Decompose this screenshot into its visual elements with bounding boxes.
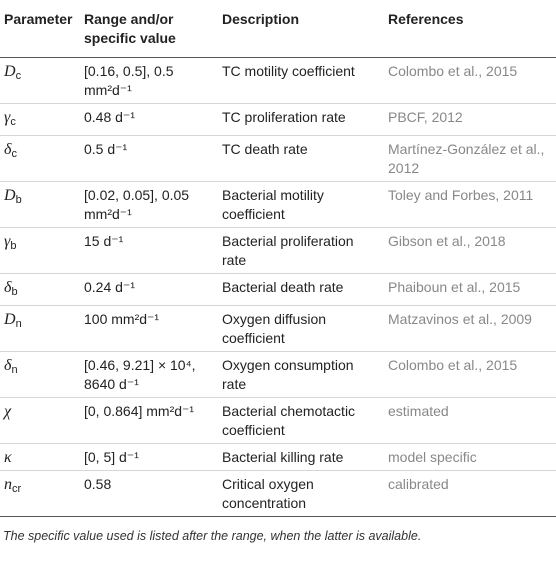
parameter-subscript: n xyxy=(11,364,18,376)
footnote: The specific value used is listed after … xyxy=(3,529,422,543)
parameter-symbol: χ xyxy=(4,403,12,420)
description-cell: TC proliferation rate xyxy=(218,103,384,136)
parameter-cell: Dc xyxy=(0,57,80,104)
description-cell: Bacterial proliferation rate xyxy=(218,227,384,274)
parameter-symbol: δc xyxy=(4,141,17,160)
range-cell: 0.5 d⁻¹ xyxy=(80,135,218,182)
column-header: Range and/or specific value xyxy=(80,4,218,58)
description-cell: Critical oxygen concentration xyxy=(218,470,384,517)
parameter-symbol: Dn xyxy=(4,311,22,330)
description-cell: Oxygen diffusion coefficient xyxy=(218,305,384,352)
parameter-symbol: ncr xyxy=(4,476,22,495)
table-row: δc 0.5 d⁻¹ TC death rate Martínez-González … xyxy=(0,135,556,182)
reference-cell: Colombo et al., 2015 xyxy=(384,351,556,398)
reference-cell: PBCF, 2012 xyxy=(384,103,556,136)
parameter-subscript: b xyxy=(10,240,17,252)
parameter-subscript: b xyxy=(11,286,18,298)
header-row: Parameter Range and/or specific value Desc… xyxy=(0,4,556,58)
parameter-cell: δc xyxy=(0,135,80,182)
parameter-subscript: b xyxy=(15,194,22,206)
reference-cell: estimated xyxy=(384,397,556,444)
description-cell: Oxygen consumption rate xyxy=(218,351,384,398)
parameter-cell: Dn xyxy=(0,305,80,352)
description-cell: TC motility coefficient xyxy=(218,57,384,104)
range-cell: 0.58 xyxy=(80,470,218,517)
parameter-symbol: δb xyxy=(4,279,18,298)
parameter-table: Parameter Range and/or specific value Desc… xyxy=(0,4,556,517)
range-cell: 15 d⁻¹ xyxy=(80,227,218,274)
parameter-cell: δn xyxy=(0,351,80,398)
reference-cell: Phaiboun et al., 2015 xyxy=(384,273,556,306)
table-row: Db [0.02, 0.05], 0.05 mm²d⁻¹ Bacterial mot… xyxy=(0,181,556,228)
range-cell: 0.48 d⁻¹ xyxy=(80,103,218,136)
reference-cell: Martínez-González et al., 2012 xyxy=(384,135,556,182)
range-cell: 0.24 d⁻¹ xyxy=(80,273,218,306)
description-cell: Bacterial motility coefficient xyxy=(218,181,384,228)
table-row: γc 0.48 d⁻¹ TC proliferation rate PBCF, 201… xyxy=(0,103,556,136)
reference-cell: Toley and Forbes, 2011 xyxy=(384,181,556,228)
column-header: Description xyxy=(218,4,384,58)
reference-cell: calibrated xyxy=(384,470,556,517)
range-cell: 100 mm²d⁻¹ xyxy=(80,305,218,352)
table-row: Dn 100 mm²d⁻¹ Oxygen diffusion coefficient… xyxy=(0,305,556,352)
parameter-symbol: Db xyxy=(4,187,22,206)
reference-cell: model specific xyxy=(384,443,556,471)
parameter-subscript: c xyxy=(11,148,17,160)
parameter-cell: ncr xyxy=(0,470,80,517)
parameter-subscript: cr xyxy=(12,483,22,495)
range-cell: [0.46, 9.21] × 10⁴, 8640 d⁻¹ xyxy=(80,351,218,398)
table-row: χ [0, 0.864] mm²d⁻¹ Bacterial chemotactic … xyxy=(0,397,556,444)
parameter-symbol: γc xyxy=(4,109,16,128)
parameter-symbol: γb xyxy=(4,233,17,252)
parameter-subscript: c xyxy=(10,116,16,128)
parameter-cell: γc xyxy=(0,103,80,136)
parameter-cell: κ xyxy=(0,443,80,471)
parameter-subscript: n xyxy=(15,318,22,330)
table-row: Dc [0.16, 0.5], 0.5 mm²d⁻¹ TC motility coe… xyxy=(0,57,556,104)
parameter-cell: χ xyxy=(0,397,80,444)
reference-cell: Colombo et al., 2015 xyxy=(384,57,556,104)
column-header: References xyxy=(384,4,556,58)
table-row: γb 15 d⁻¹ Bacterial proliferation rate Gibs… xyxy=(0,227,556,274)
description-cell: Bacterial killing rate xyxy=(218,443,384,471)
parameter-symbol: δn xyxy=(4,357,18,376)
page: Parameter Range and/or specific value Desc… xyxy=(0,4,556,543)
description-cell: Bacterial death rate xyxy=(218,273,384,306)
parameter-symbol: Dc xyxy=(4,63,22,82)
table-row: κ [0, 5] d⁻¹ Bacterial killing rate model s… xyxy=(0,443,556,471)
range-cell: [0.16, 0.5], 0.5 mm²d⁻¹ xyxy=(80,57,218,104)
reference-cell: Gibson et al., 2018 xyxy=(384,227,556,274)
range-cell: [0.02, 0.05], 0.05 mm²d⁻¹ xyxy=(80,181,218,228)
range-cell: [0, 5] d⁻¹ xyxy=(80,443,218,471)
description-cell: Bacterial chemotactic coefficient xyxy=(218,397,384,444)
reference-cell: Matzavinos et al., 2009 xyxy=(384,305,556,352)
description-cell: TC death rate xyxy=(218,135,384,182)
parameter-cell: Db xyxy=(0,181,80,228)
parameter-symbol: κ xyxy=(4,449,12,466)
table-row: δb 0.24 d⁻¹ Bacterial death rate Phaiboun e… xyxy=(0,273,556,306)
table-row: ncr 0.58 Critical oxygen concentration cali… xyxy=(0,470,556,517)
parameter-cell: γb xyxy=(0,227,80,274)
table-row: δn [0.46, 9.21] × 10⁴, 8640 d⁻¹ Oxygen con… xyxy=(0,351,556,398)
range-cell: [0, 0.864] mm²d⁻¹ xyxy=(80,397,218,444)
column-header: Parameter xyxy=(0,4,80,58)
parameter-cell: δb xyxy=(0,273,80,306)
parameter-subscript: c xyxy=(15,70,22,82)
